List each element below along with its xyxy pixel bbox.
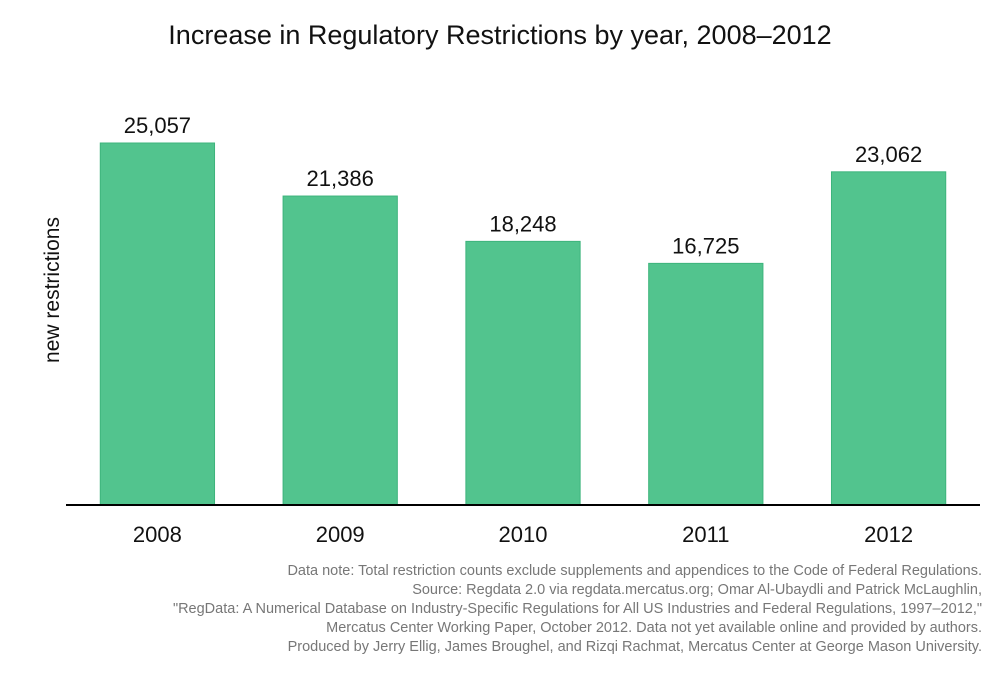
x-tick-labels-group: 2008 2009 2010 2011 2012 [133, 522, 913, 547]
x-tick-label-2010: 2010 [499, 522, 548, 547]
bars-group [99, 142, 947, 506]
x-tick-label-2011: 2011 [682, 522, 729, 547]
x-tick-label-2009: 2009 [316, 522, 365, 547]
value-label-2011: 16,725 [672, 233, 739, 258]
footnote-line: "RegData: A Numerical Database on Indust… [172, 601, 982, 617]
footnote: Data note: Total restriction counts excl… [22, 562, 982, 657]
footnote-line: Produced by Jerry Ellig, James Broughel,… [287, 639, 982, 655]
value-labels-group: 25,057 21,386 18,248 16,725 23,062 [124, 113, 922, 258]
value-label-2010: 18,248 [489, 211, 556, 236]
bar-2008 [99, 142, 216, 506]
footnote-line: Source: Regdata 2.0 via regdata.mercatus… [412, 582, 982, 598]
bar-2011 [648, 262, 764, 506]
footnote-line: Mercatus Center Working Paper, October 2… [326, 620, 982, 636]
x-tick-label-2008: 2008 [133, 522, 182, 547]
value-label-2009: 21,386 [307, 166, 374, 191]
bar-2010 [465, 240, 581, 506]
value-label-2008: 25,057 [124, 113, 191, 138]
footnote-line: Data note: Total restriction counts excl… [287, 563, 982, 579]
bar-2009 [282, 195, 398, 506]
y-axis-label: new restrictions [41, 217, 64, 363]
bar-2012 [830, 171, 947, 506]
x-tick-label-2012: 2012 [864, 522, 913, 547]
chart-title: Increase in Regulatory Restrictions by y… [168, 20, 831, 50]
value-label-2012: 23,062 [855, 142, 922, 167]
